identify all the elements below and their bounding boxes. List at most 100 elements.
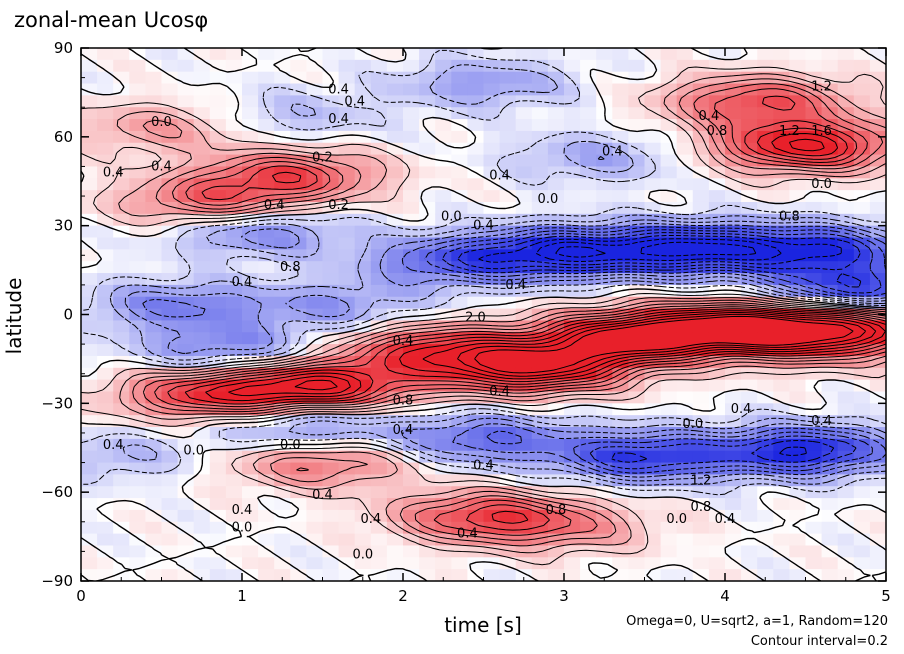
field-cell [483,107,501,120]
contour-label: 0.0 [232,521,253,536]
field-cell [869,403,886,416]
field-cell [145,533,163,547]
field-cell [741,498,758,511]
field-cell [515,557,533,570]
field-cell [177,95,195,108]
field-cell [386,545,404,558]
field-cell [81,320,98,333]
field-cell [322,225,340,239]
field-cell [209,545,227,558]
field-cell [386,166,404,179]
field-cell [467,427,485,440]
field-cell [97,178,114,191]
field-cell [354,130,372,144]
field-cell [209,332,227,345]
field-cell [467,201,485,215]
field-cell [580,178,597,191]
field-cell [354,273,372,286]
field-cell [596,237,613,250]
field-cell [499,249,517,262]
field-cell [547,474,565,487]
field-cell [242,450,259,464]
field-cell [869,225,886,239]
field-cell [403,557,420,570]
field-cell [773,213,790,227]
field-cell [708,379,726,393]
field-cell [177,521,195,535]
field-cell [370,296,388,310]
field-cell [483,261,501,274]
field-cell [386,107,404,120]
field-cell [338,273,356,286]
field-cell [193,59,211,73]
field-cell [725,59,742,73]
field-cell [97,166,114,179]
field-cell [129,142,146,156]
field-cell [386,249,404,262]
field-cell [547,521,565,535]
field-cell [258,427,275,440]
field-cell [467,213,485,227]
field-cell [97,462,114,475]
field-cell [370,237,388,250]
field-cell [161,569,179,581]
field-cell [129,119,146,132]
field-cell [290,261,307,274]
field-cell [773,119,790,132]
field-cell [853,403,871,416]
field-cell [644,225,662,239]
field-cell [821,450,839,464]
field-cell [306,462,324,475]
field-cell [435,166,452,179]
field-cell [821,130,839,144]
field-cell [161,107,179,120]
field-cell [193,249,211,262]
field-cell [177,355,195,369]
field-cell [225,486,243,499]
field-cell [258,308,275,322]
field-cell [129,261,146,274]
field-cell [113,201,130,215]
field-cell [274,284,291,298]
field-cell [451,83,468,96]
field-cell [741,249,758,262]
field-cell [306,261,324,274]
field-cell [821,119,839,132]
field-cell [821,557,839,570]
field-cell [467,154,485,168]
field-cell [97,296,114,310]
field-cell [612,107,629,120]
field-cell [354,332,372,345]
field-cell [242,273,259,286]
field-cell [821,521,839,535]
contour-label: 0.4 [232,503,253,518]
contour-label: 0.4 [393,423,414,438]
field-cell [177,474,195,487]
contour-label: 0.4 [103,165,124,180]
field-cell [258,154,275,168]
field-cell [322,533,340,547]
field-cell [741,545,758,558]
field-cell [338,427,356,440]
field-cell [483,154,501,168]
field-cell [773,427,790,440]
field-cell [660,557,678,570]
field-cell [290,107,307,120]
field-cell [290,201,307,215]
field-cell [290,545,307,558]
field-cell [676,237,694,250]
field-cell [97,308,114,322]
field-cell [660,237,678,250]
field-cell [386,59,404,73]
field-cell [789,509,807,523]
field-cell [837,545,855,558]
field-cell [419,557,436,570]
field-cell [193,533,211,547]
field-cell [660,95,678,108]
field-cell [628,190,646,203]
field-cell [853,557,871,570]
field-cell [113,48,130,61]
field-cell [435,119,452,132]
field-cell [596,166,613,179]
field-cell [773,284,790,298]
